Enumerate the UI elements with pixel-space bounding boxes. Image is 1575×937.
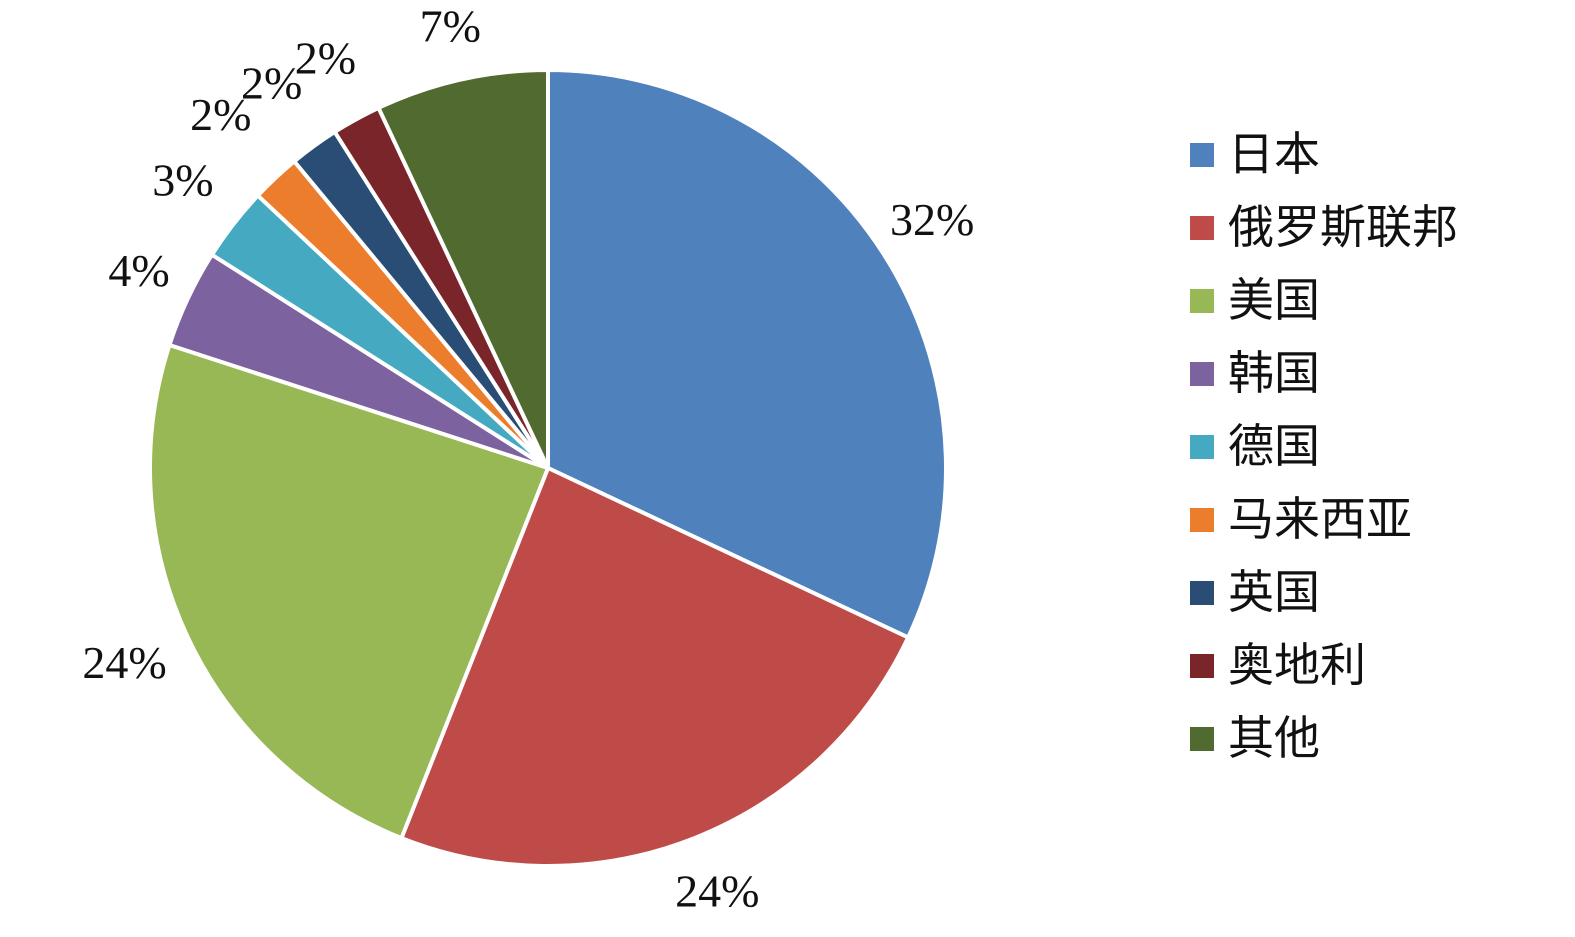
legend-label: 美国 — [1228, 274, 1320, 326]
legend-label: 英国 — [1228, 566, 1320, 618]
pie-slice-8 — [376, 68, 550, 470]
legend-swatch — [1190, 434, 1214, 459]
legend-swatch — [1190, 288, 1214, 313]
legend-label: 俄罗斯联邦 — [1228, 201, 1458, 253]
pie-slice-1 — [399, 466, 911, 868]
legend-swatch — [1190, 726, 1214, 751]
pie-slice-0 — [546, 68, 948, 640]
legend-item: 俄罗斯联邦 — [1190, 191, 1458, 264]
slice-label: 24% — [675, 865, 759, 916]
slice-label: 3% — [152, 154, 213, 205]
legend-swatch — [1190, 580, 1214, 605]
legend-swatch — [1190, 653, 1214, 678]
legend-label: 德国 — [1228, 420, 1320, 472]
slice-label: 4% — [108, 245, 169, 296]
slice-label: 24% — [82, 637, 166, 688]
legend-item: 韩国 — [1190, 337, 1458, 410]
legend-label: 其他 — [1228, 712, 1320, 764]
legend-item: 日本 — [1190, 118, 1458, 191]
legend-swatch — [1190, 361, 1214, 386]
legend-item: 德国 — [1190, 410, 1458, 483]
legend-swatch — [1190, 507, 1214, 532]
slice-label: 2% — [295, 33, 356, 84]
legend-item: 英国 — [1190, 556, 1458, 629]
slice-label: 2% — [241, 57, 302, 108]
chart-legend: 日本俄罗斯联邦美国韩国德国马来西亚英国奥地利其他 — [1190, 118, 1458, 775]
legend-item: 马来西亚 — [1190, 483, 1458, 556]
legend-label: 马来西亚 — [1228, 493, 1412, 545]
slice-label: 7% — [420, 0, 481, 51]
legend-label: 日本 — [1228, 128, 1320, 180]
legend-item: 美国 — [1190, 264, 1458, 337]
slice-label: 32% — [890, 194, 974, 245]
legend-label: 韩国 — [1228, 347, 1320, 399]
legend-item: 奥地利 — [1190, 629, 1458, 702]
slice-label: 2% — [190, 89, 251, 140]
legend-swatch — [1190, 142, 1214, 167]
legend-swatch — [1190, 215, 1214, 240]
legend-item: 其他 — [1190, 702, 1458, 775]
legend-label: 奥地利 — [1228, 639, 1366, 691]
pie-slice-2 — [148, 343, 550, 841]
